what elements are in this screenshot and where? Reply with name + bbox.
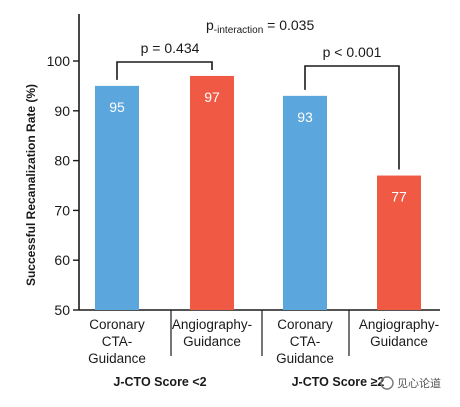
bar xyxy=(190,75,234,310)
comparison-bracket xyxy=(116,61,213,80)
bars: 95 97 93 77 xyxy=(95,75,421,311)
axis-labels: Coronary CTA- Guidance Angiography- Guidance… xyxy=(88,317,439,389)
x-tick-label: Coronary xyxy=(277,317,333,332)
comparison-p-value: p = 0.434 xyxy=(141,40,200,56)
group-label: J-CTO Score <2 xyxy=(113,375,206,389)
data-label: 95 xyxy=(109,99,125,115)
watermark: 见心论道 xyxy=(380,376,441,390)
x-tick-label: Angiography- xyxy=(359,317,439,332)
bar xyxy=(377,175,421,310)
x-tick-label: Guidance xyxy=(183,334,241,349)
bar xyxy=(283,95,327,310)
x-tick-label: Guidance xyxy=(370,334,428,349)
comparison-p-value: p < 0.001 xyxy=(323,44,382,60)
y-tick-label: 90 xyxy=(54,103,70,119)
interaction-subscript: -interaction xyxy=(214,25,263,36)
data-label: 97 xyxy=(204,89,220,105)
interaction-value: = 0.035 xyxy=(263,17,314,33)
y-tick-label: 60 xyxy=(54,252,70,268)
interaction-p-value: p-interaction = 0.035 xyxy=(206,17,314,36)
x-tick-label: Coronary xyxy=(89,317,145,332)
y-tick-label: 80 xyxy=(54,153,70,169)
x-tick-label: Angiography- xyxy=(172,317,252,332)
comparison-bracket xyxy=(304,65,400,170)
data-label: 93 xyxy=(297,109,313,125)
data-label: 77 xyxy=(391,189,407,205)
bar xyxy=(95,85,139,311)
y-axis-label: Successful Recanalization Rate (%) xyxy=(24,84,38,286)
interaction-prefix: p xyxy=(206,17,214,33)
watermark-text: 见心论道 xyxy=(397,376,441,390)
x-tick-label: Guidance xyxy=(88,351,146,366)
x-tick-label: CTA- xyxy=(102,334,133,349)
wechat-icon xyxy=(380,376,394,390)
x-tick-label: Guidance xyxy=(276,351,334,366)
x-tick-label: CTA- xyxy=(290,334,321,349)
y-tick-label: 50 xyxy=(54,302,70,318)
group-label: J-CTO Score ≥2 xyxy=(292,375,385,389)
y-tick-label: 70 xyxy=(54,202,70,218)
y-tick-label: 100 xyxy=(47,53,71,69)
comparison-brackets: p = 0.434 p < 0.001 xyxy=(116,40,400,170)
